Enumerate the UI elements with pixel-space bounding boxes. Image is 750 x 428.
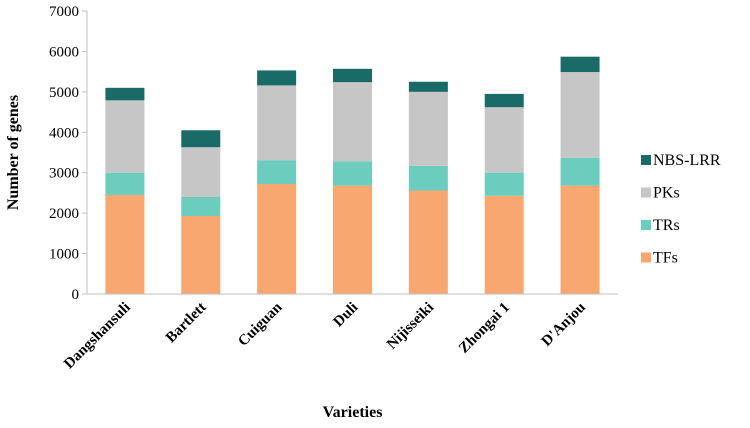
bar-segment-nbs-lrr — [181, 130, 221, 148]
bar-segment-nbs-lrr — [257, 70, 297, 86]
y-tick-label: 2000 — [49, 206, 79, 222]
x-tick-label: Zhongai 1 — [456, 300, 513, 357]
legend: NBS-LRR PKs TRs TFs — [641, 152, 721, 267]
x-axis-title: Varieties — [323, 404, 383, 421]
bar-segment-tfs — [105, 194, 145, 294]
y-tick-label: 1000 — [49, 247, 79, 263]
bar-segment-tfs — [560, 185, 600, 294]
bar-segment-trs — [333, 161, 372, 186]
bar-segment-pks — [181, 147, 221, 197]
legend-swatch — [641, 220, 651, 230]
bar-segment-trs — [105, 172, 145, 195]
y-tick-label: 3000 — [49, 166, 79, 182]
axes-layer — [82, 10, 618, 295]
bar-segment-pks — [484, 107, 524, 173]
y-tick-label: 4000 — [49, 125, 79, 141]
x-tick-label: Bartlett — [163, 300, 210, 347]
bar-segment-tfs — [257, 184, 297, 294]
x-tick-label: Cuiguan — [235, 299, 286, 350]
bar-segment-tfs — [484, 195, 524, 294]
bar-segment-nbs-lrr — [408, 81, 448, 92]
bar-segment-nbs-lrr — [560, 56, 600, 73]
bar-segment-trs — [408, 165, 448, 191]
y-tick-label: 5000 — [49, 85, 79, 101]
x-tick-labels: Dangshansuli Bartlett Cuiguan Duli Nijisseik… — [61, 299, 589, 372]
bar-segment-trs — [257, 160, 297, 185]
bar-segment-trs — [181, 196, 221, 216]
legend-label: PKs — [653, 185, 680, 202]
bars-layer — [105, 56, 600, 294]
legend-swatch — [641, 155, 651, 165]
y-tick-label: 7000 — [49, 4, 79, 20]
legend-label: NBS-LRR — [653, 152, 721, 169]
bar-segment-tfs — [408, 190, 448, 294]
bar-segment-tfs — [181, 215, 221, 294]
bar-segment-pks — [105, 100, 145, 173]
x-tick-label: Duli — [331, 300, 362, 331]
bar-segment-trs — [560, 157, 600, 186]
legend-label: TRs — [653, 217, 680, 234]
x-tick-label: Nijisseiki — [384, 300, 437, 353]
bar-segment-pks — [257, 85, 297, 161]
bar-segment-trs — [484, 172, 524, 196]
x-tick-label: Dangshansuli — [61, 300, 134, 373]
legend-label: TFs — [653, 250, 678, 267]
bar-segment-pks — [408, 91, 448, 166]
bar-segment-nbs-lrr — [333, 68, 372, 83]
x-tick-label: D'Anjou — [539, 300, 589, 350]
bar-segment-nbs-lrr — [484, 93, 524, 108]
y-tick-labels: 0 1000 2000 3000 4000 5000 6000 7000 — [49, 4, 79, 303]
bar-segment-pks — [333, 82, 372, 162]
y-tick-label: 6000 — [49, 44, 79, 60]
y-tick-label: 0 — [72, 287, 80, 303]
bar-segment-pks — [560, 72, 600, 158]
bar-segment-nbs-lrr — [105, 87, 145, 101]
y-axis-title: Number of genes — [5, 95, 22, 210]
bar-segment-tfs — [333, 185, 372, 294]
legend-swatch — [641, 187, 651, 198]
legend-swatch — [641, 252, 651, 263]
